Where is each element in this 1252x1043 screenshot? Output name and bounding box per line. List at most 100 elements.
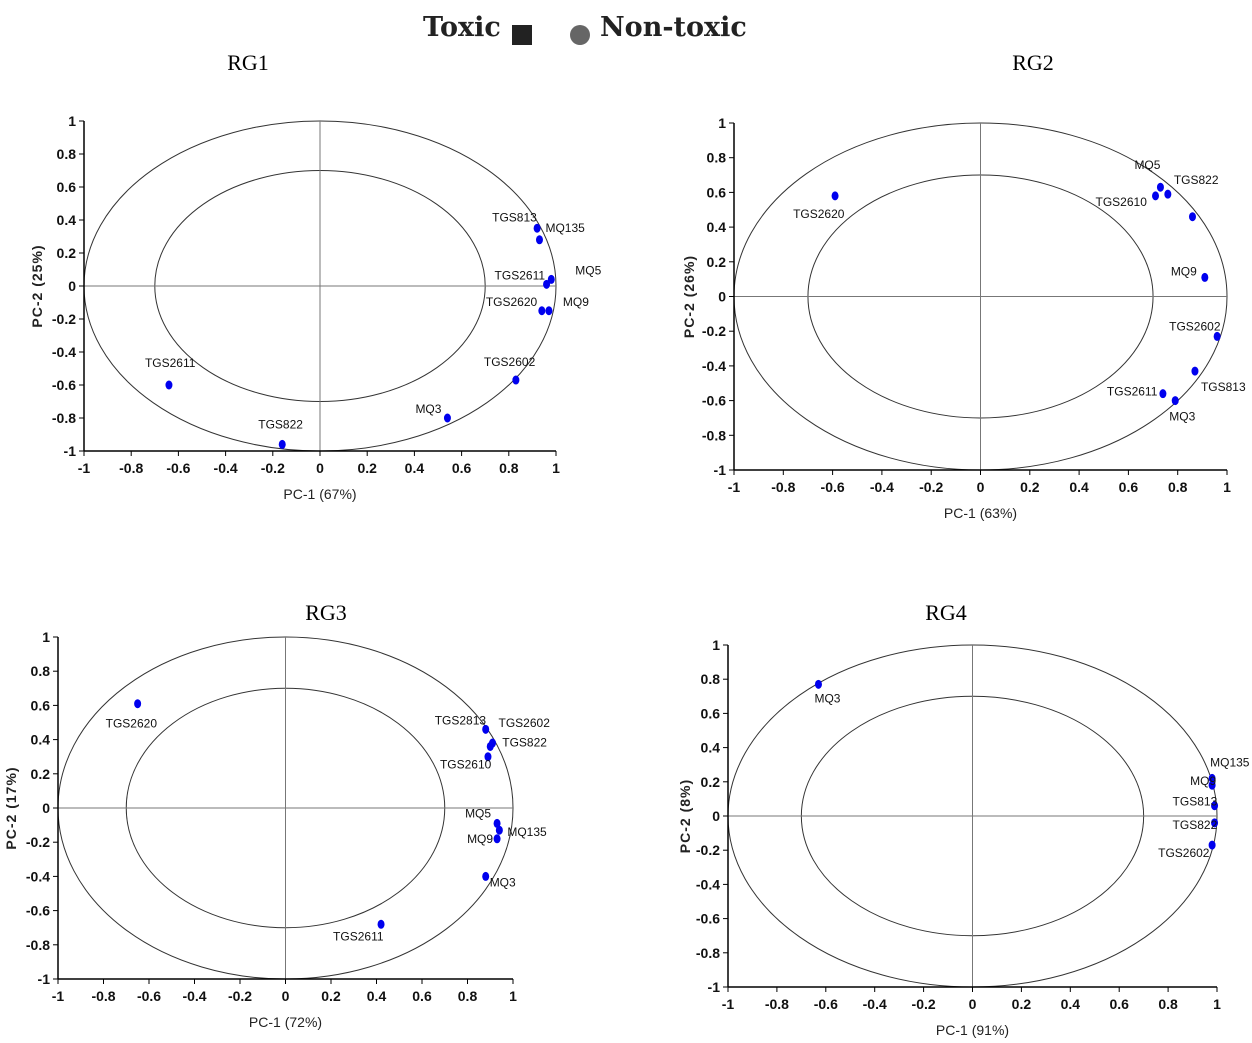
x-tick-label: -1 [728, 479, 741, 495]
panel-title-rg2: RG2 [1012, 50, 1054, 75]
point-label: TGS2602 [1158, 846, 1210, 860]
y-tick-label: 0.8 [707, 150, 727, 166]
point-label: MQ135 [1210, 755, 1250, 769]
y-tick-label: -0.6 [26, 903, 50, 919]
point-label: TGS2610 [440, 758, 492, 772]
y-tick-label: 0.4 [701, 740, 721, 756]
x-tick-label: 0.8 [1168, 479, 1188, 495]
x-tick-label: 0.6 [1119, 479, 1139, 495]
point-label: TGS813 [1201, 380, 1246, 394]
y-tick-label: 0.6 [707, 184, 727, 200]
y-tick-label: -0.6 [702, 393, 726, 409]
y-tick-label: -0.2 [696, 842, 720, 858]
x-tick-label: -0.6 [814, 996, 838, 1012]
data-point [1191, 366, 1199, 376]
x-tick-label: -0.4 [863, 996, 887, 1012]
data-point [547, 274, 555, 284]
x-tick-label: 0.8 [499, 460, 519, 476]
x-tick-label: 0 [977, 479, 985, 495]
x-tick-label: -0.8 [91, 988, 115, 1004]
y-axis-label: PC-2 (26%) [681, 255, 697, 338]
data-point [134, 699, 142, 709]
x-tick-label: 0 [969, 996, 977, 1012]
x-tick-label: -0.4 [214, 460, 238, 476]
point-label: TGS822 [1174, 173, 1219, 187]
data-point [1159, 389, 1167, 399]
x-axis-label: PC-1 (63%) [944, 505, 1017, 521]
x-tick-label: 0.2 [357, 460, 377, 476]
point-label: TGS822 [258, 417, 303, 431]
y-tick-label: 0.6 [701, 705, 721, 721]
x-tick-label: -1 [722, 996, 735, 1012]
y-tick-label: 1 [68, 113, 76, 129]
data-point [1213, 331, 1221, 341]
point-label: MQ9 [1190, 774, 1216, 788]
y-tick-label: 0.4 [707, 219, 727, 235]
data-point [278, 439, 286, 449]
y-tick-label: -0.2 [26, 834, 50, 850]
y-tick-label: -0.6 [696, 911, 720, 927]
data-point [1211, 818, 1219, 828]
data-point [535, 235, 543, 245]
y-tick-label: -0.8 [696, 945, 720, 961]
y-tick-label: -0.2 [52, 311, 76, 327]
y-tick-label: 0 [68, 278, 76, 294]
point-label: MQ5 [1134, 158, 1160, 172]
data-point [1211, 801, 1219, 811]
x-tick-label: 0.8 [458, 988, 478, 1004]
y-tick-label: 0.8 [57, 146, 77, 162]
x-tick-label: -0.2 [228, 988, 252, 1004]
data-point [533, 223, 541, 233]
point-label: MQ5 [575, 263, 601, 277]
point-label: TGS2611 [145, 356, 196, 370]
data-point [493, 818, 501, 828]
data-point [495, 825, 503, 835]
y-tick-label: -1 [714, 462, 727, 478]
x-tick-label: 0.6 [1109, 996, 1129, 1012]
point-label: TGS2602 [484, 355, 536, 369]
data-point [484, 752, 492, 762]
x-tick-label: -0.6 [821, 479, 845, 495]
y-tick-label: 0 [712, 808, 720, 824]
legend-toxic-label: Toxic [423, 12, 501, 43]
y-tick-label: -1 [38, 971, 51, 987]
data-point [377, 919, 385, 929]
y-tick-label: 0.2 [31, 766, 51, 782]
y-axis-label: PC-2 (17%) [3, 766, 19, 849]
y-tick-label: 1 [712, 637, 720, 653]
x-tick-label: -0.4 [870, 479, 894, 495]
y-tick-label: 0.4 [31, 732, 51, 748]
y-tick-label: 0.8 [31, 663, 51, 679]
nontoxic-circle-icon [570, 25, 590, 45]
point-label: MQ3 [490, 875, 516, 889]
x-tick-label: 1 [509, 988, 517, 1004]
point-label: TGS2611 [333, 929, 384, 943]
x-tick-label: 0.8 [1158, 996, 1178, 1012]
y-tick-label: 0.6 [31, 697, 51, 713]
x-tick-label: 1 [1223, 479, 1231, 495]
x-axis-label: PC-1 (72%) [249, 1014, 322, 1030]
y-tick-label: 0.2 [707, 254, 727, 270]
point-label: TGS813 [1173, 795, 1218, 809]
data-point [493, 834, 501, 844]
point-label: MQ3 [814, 691, 840, 705]
y-tick-label: -0.4 [26, 868, 50, 884]
data-point [486, 741, 494, 751]
y-tick-label: 1 [718, 115, 726, 131]
point-label: TGS2620 [106, 717, 158, 731]
point-label: TGS2602 [499, 716, 551, 730]
x-tick-label: 0.6 [452, 460, 472, 476]
point-label: TGS2602 [1169, 319, 1221, 333]
point-label: MQ135 [507, 825, 547, 839]
x-tick-label: -0.8 [765, 996, 789, 1012]
panel-title-rg4: RG4 [925, 600, 967, 625]
point-label: TGS2813 [435, 713, 487, 727]
point-label: TGS2611 [1107, 385, 1158, 399]
x-tick-label: 0.4 [1069, 479, 1089, 495]
legend-nontoxic-label: Non-toxic [600, 12, 747, 43]
biplot-rg1: -1 -0.8 -0.6 -0.4 -0.2 0 0.2 0.4 0.6 0.8 1 1 0.8 0.6 0… [29, 113, 602, 502]
x-tick-label: 0.4 [1061, 996, 1081, 1012]
data-point [545, 306, 553, 316]
point-label: MQ5 [465, 806, 491, 820]
point-label: TGS2620 [793, 207, 845, 221]
